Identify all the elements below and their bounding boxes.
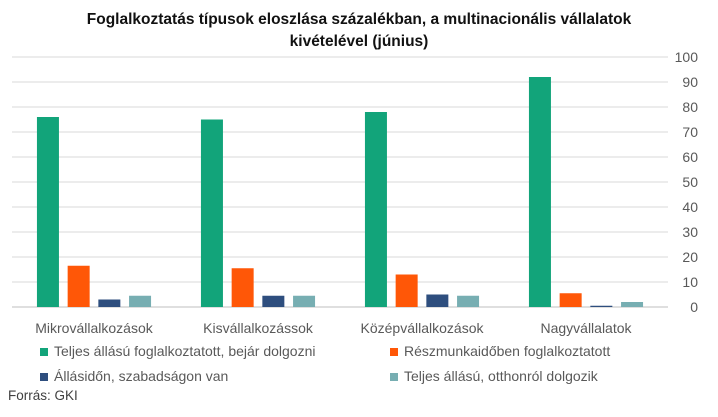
legend-label: Részmunkaidőben foglalkoztatott — [404, 343, 610, 359]
bar — [528, 77, 551, 307]
y-tick-label: 10 — [682, 274, 698, 290]
bar — [231, 268, 254, 307]
bar — [262, 295, 285, 307]
y-tick-label: 90 — [682, 74, 698, 90]
legend-label: Állásidőn, szabadságon van — [54, 368, 228, 384]
legend-swatch — [40, 348, 48, 356]
bar — [559, 293, 582, 307]
y-tick-label: 60 — [682, 149, 698, 165]
chart-source: Forrás: GKI — [8, 388, 78, 403]
y-tick-label: 50 — [682, 174, 698, 190]
bar — [457, 295, 480, 307]
y-tick-label: 80 — [682, 99, 698, 115]
bar — [426, 294, 449, 307]
x-tick-label: Középvállalkozások — [361, 320, 485, 336]
x-tick-label: Mikrovállalkozások — [35, 320, 153, 336]
legend-swatch — [390, 373, 398, 381]
x-tick-label: Nagyvállalatok — [540, 320, 632, 336]
legend-swatch — [390, 348, 398, 356]
y-tick-label: 40 — [682, 199, 698, 215]
y-tick-label: 30 — [682, 224, 698, 240]
bar — [67, 265, 90, 307]
y-tick-label: 0 — [690, 299, 698, 315]
bar — [395, 274, 418, 307]
legend-label: Teljes állású, otthonról dolgozik — [404, 368, 599, 384]
bar — [590, 305, 613, 307]
bar — [364, 112, 387, 307]
bar — [129, 295, 152, 307]
y-tick-label: 20 — [682, 249, 698, 265]
x-tick-label: Kisvállalkozássok — [203, 320, 314, 336]
legend-label: Teljes állású foglalkoztatott, bejár dol… — [54, 343, 316, 359]
y-tick-label: 70 — [682, 124, 698, 140]
chart-title-line-1: Foglalkoztatás típusok eloszlása százalé… — [86, 11, 632, 28]
bar — [98, 299, 121, 307]
chart-title-line-2: kivételével (június) — [289, 33, 429, 50]
bar — [621, 302, 644, 307]
bar — [293, 295, 316, 307]
bar — [200, 119, 223, 307]
legend-swatch — [40, 373, 48, 381]
y-tick-label: 100 — [675, 49, 699, 65]
bar — [36, 117, 59, 307]
